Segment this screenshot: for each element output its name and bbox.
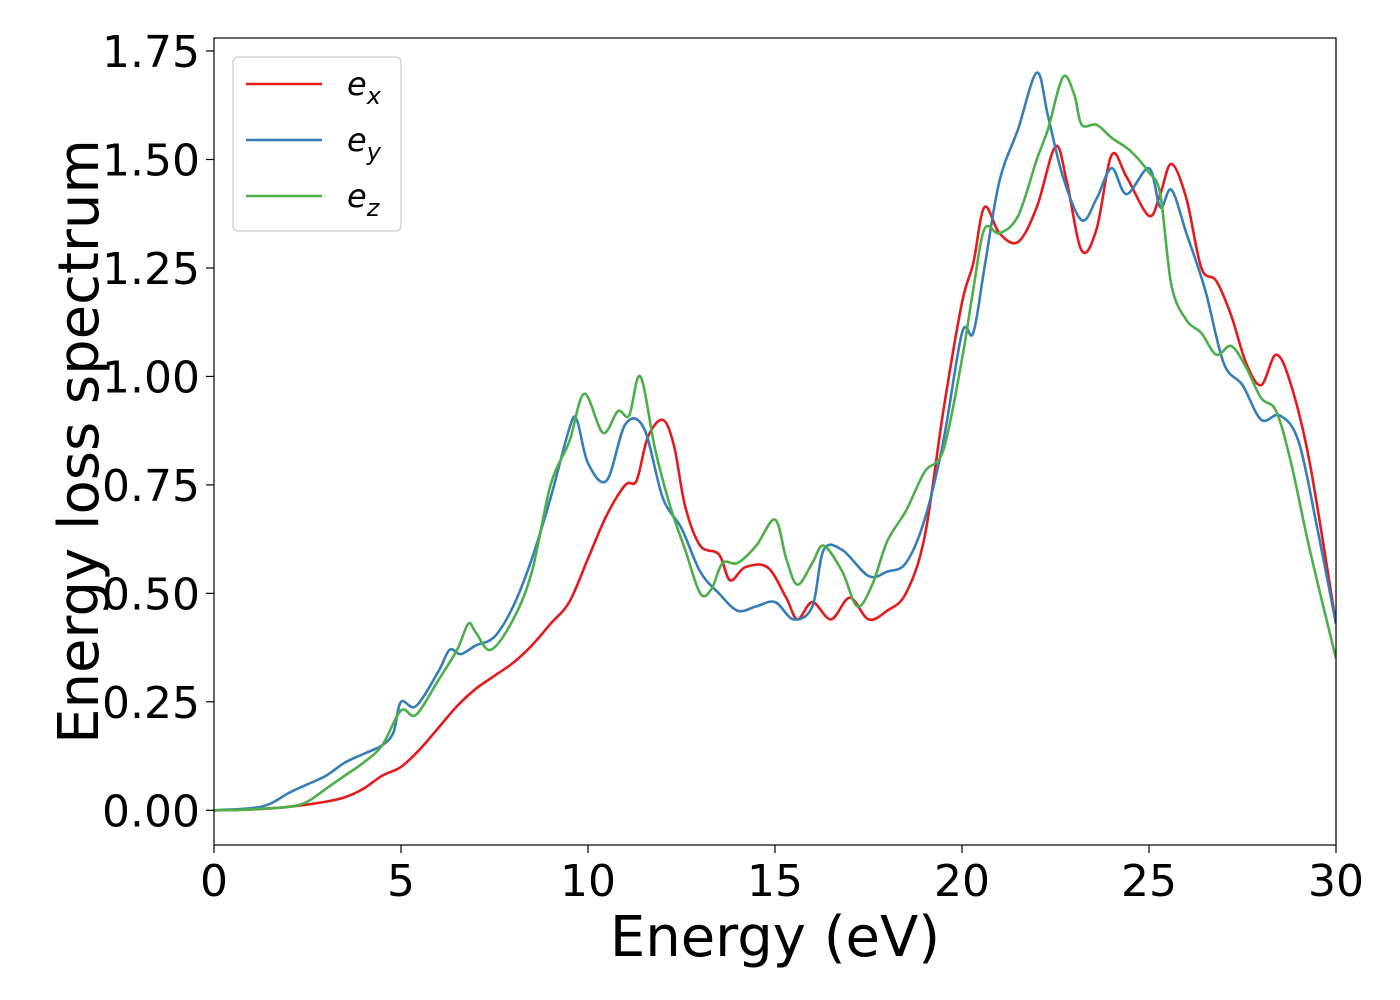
series-line-y (214, 71, 1336, 812)
legend-item-x: ex (246, 65, 382, 110)
legend-item-y: ey (246, 121, 382, 166)
legend-label: ex (347, 65, 382, 110)
y-tick-label: 0.00 (102, 786, 200, 837)
y-tick-label: 1.25 (102, 244, 200, 295)
y-axis: 0.00 0.25 0.50 0.75 1.00 1.25 1.50 1.75 (102, 27, 214, 837)
legend-box (232, 56, 402, 232)
legend-label: ey (347, 121, 382, 166)
y-tick-label: 0.50 (102, 569, 200, 620)
x-tick-label: 5 (387, 856, 415, 907)
x-tick-label: 10 (560, 856, 616, 907)
y-tick-label: 0.75 (102, 461, 200, 512)
legend-item-z: ez (246, 177, 381, 222)
y-axis-title: Energy loss spectrum (47, 139, 112, 744)
x-axis: 0 5 10 15 20 25 30 (200, 845, 1364, 907)
series-layer (214, 71, 1336, 812)
x-tick-label: 0 (200, 856, 228, 907)
x-tick-label: 25 (1121, 856, 1177, 907)
y-tick-label: 1.00 (102, 352, 200, 403)
legend-label-base: e (347, 121, 367, 159)
x-tick-label: 20 (934, 856, 990, 907)
legend-label-base: e (347, 177, 367, 215)
x-tick-label: 15 (747, 856, 803, 907)
series-line-z (214, 74, 1336, 812)
series-line-x (214, 144, 1336, 812)
y-tick-label: 1.75 (102, 27, 200, 78)
legend-label: ez (347, 177, 381, 222)
x-tick-label: 30 (1308, 856, 1364, 907)
legend-label-subscript: x (366, 82, 382, 110)
x-axis-title: Energy (eV) (610, 905, 940, 970)
y-tick-label: 0.25 (102, 678, 200, 729)
legend-label-base: e (347, 65, 367, 103)
legend-label-subscript: z (366, 194, 381, 222)
legend-label-subscript: y (366, 138, 382, 166)
y-tick-label: 1.50 (102, 135, 200, 186)
